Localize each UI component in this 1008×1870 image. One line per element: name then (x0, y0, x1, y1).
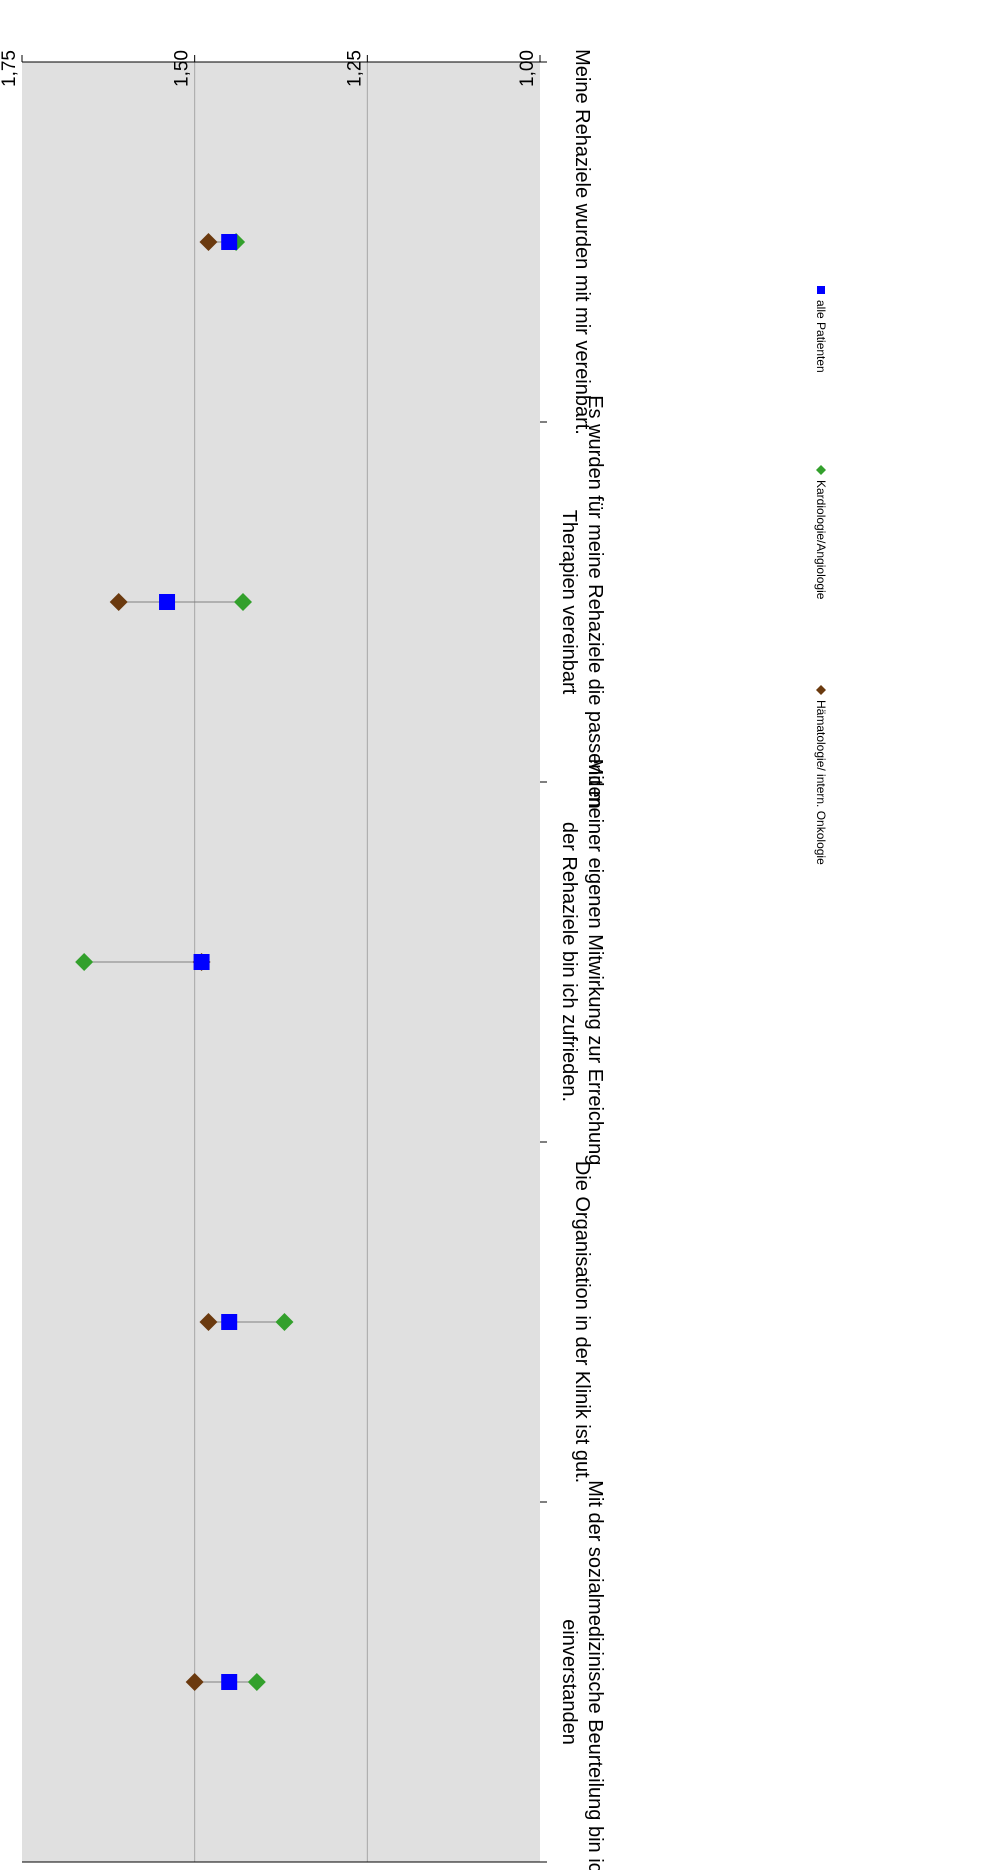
category-label: einverstanden (558, 1619, 580, 1745)
point-kardiologie (275, 1313, 294, 1331)
point-alle (221, 1314, 238, 1330)
point-alle (193, 954, 210, 970)
legend-label: Kardiologie/Angiologie (814, 480, 828, 600)
point-kardiologie (247, 1673, 266, 1691)
legend-label: Hämatologie/ intern. Onkologie (814, 700, 828, 865)
category-label: Mit der sozialmedizinische Beurteilung b… (584, 1480, 606, 1870)
legend-label: alle Patienten (814, 300, 828, 373)
point-kardiologie (75, 953, 94, 971)
point-haematologie (185, 1673, 204, 1691)
category-label: Mit meiner eigenen Mitwirkung zur Erreic… (584, 759, 606, 1166)
category-label: der Rehaziele bin ich zufrieden. (558, 822, 580, 1102)
y-tick-label: 1,50 (172, 50, 193, 87)
point-haematologie (199, 1313, 218, 1331)
point-alle (221, 1674, 238, 1690)
point-alle (221, 234, 238, 250)
category-label: Therapien vereinbart (558, 510, 580, 695)
legend-marker (816, 685, 826, 695)
category-label: Meine Rehaziele wurden mit mir vereinbar… (571, 49, 593, 435)
y-tick-label: 1,75 (0, 50, 20, 87)
point-haematologie (199, 233, 218, 251)
point-kardiologie (234, 593, 253, 611)
category-label: Die Organisation in der Klinik ist gut. (571, 1161, 593, 1483)
category-label: Es wurden für meine Rehaziele die passen… (584, 395, 606, 809)
y-tick-label: 1,00 (517, 50, 538, 87)
point-alle (159, 594, 176, 610)
legend-marker (817, 286, 825, 294)
y-tick-label: 1,25 (344, 50, 365, 87)
point-haematologie (109, 593, 128, 611)
legend-marker (816, 465, 826, 475)
